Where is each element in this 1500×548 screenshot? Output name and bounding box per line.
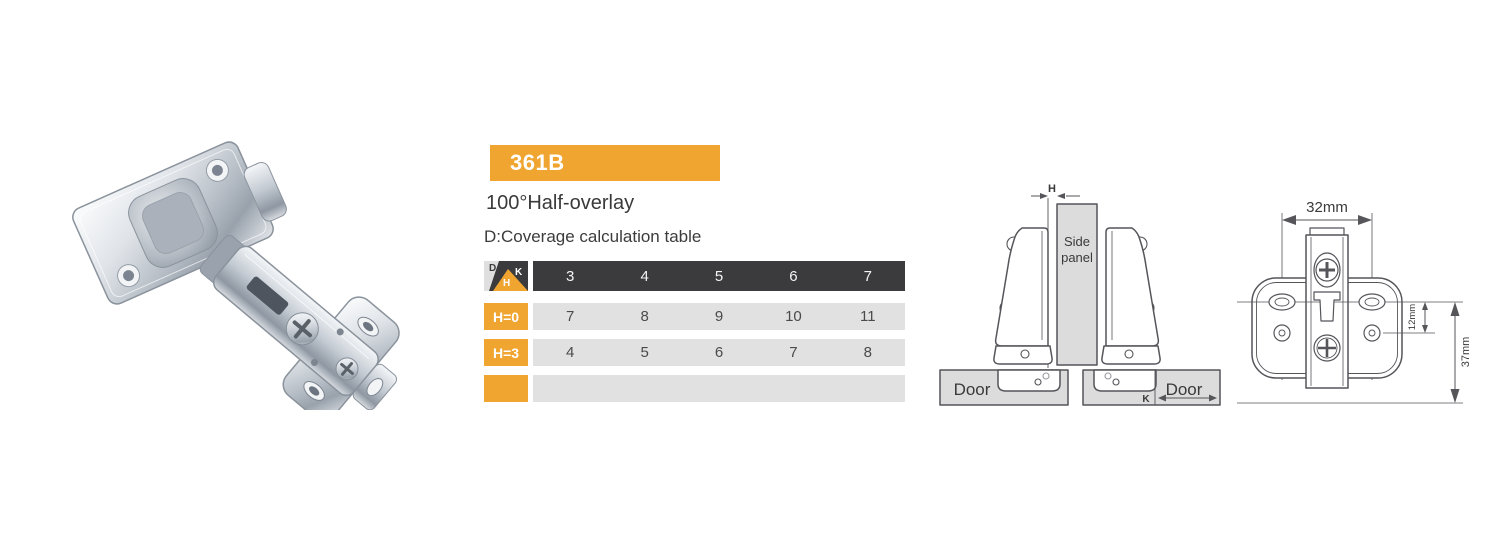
table-row: H=0 7 8 9 10 11 [484, 303, 905, 330]
k-dimension: K [1142, 370, 1217, 405]
product-angle-type: 100°Half-overlay [486, 192, 635, 214]
product-code-banner: 361B [490, 145, 720, 181]
table-cell: 6 [714, 344, 724, 361]
hinge-cup-plate [72, 141, 287, 305]
h-dimension-label: H [1048, 183, 1056, 195]
table-cell: 10 [785, 308, 802, 325]
row-label-empty [484, 375, 528, 402]
hole-offset-dimension: 12mm [1383, 302, 1435, 334]
coverage-table: D K H 3 4 5 6 7 H=0 7 8 9 10 11 H=3 [484, 261, 905, 411]
side-panel-label-line1: Side [1064, 234, 1090, 249]
table-row [484, 375, 905, 402]
t-slot [1313, 291, 1341, 322]
table-row: H=3 4 5 6 7 8 [484, 339, 905, 366]
width-dimension-label: 32mm [1306, 199, 1348, 216]
coverage-table-column-headers: 3 4 5 6 7 [533, 261, 905, 291]
table-cell: 7 [789, 344, 798, 361]
corner-label-h: H [503, 278, 511, 289]
table-cell [607, 375, 681, 402]
k-dimension-label: K [1142, 394, 1150, 405]
side-panel-label-line2: panel [1061, 250, 1093, 265]
hinge-left [993, 227, 1061, 392]
hole-offset-label: 12mm [1407, 304, 1418, 330]
hinge-arm [199, 234, 400, 410]
corner-label-k: K [515, 267, 523, 278]
table-cell: 7 [566, 308, 575, 325]
dowel-hole-right [1363, 324, 1381, 342]
column-header: 7 [863, 267, 872, 285]
table-cell: 8 [863, 344, 872, 361]
row-label-h0: H=0 [484, 303, 528, 330]
column-header: 3 [566, 267, 575, 285]
hinge-product-photo [72, 141, 400, 410]
h-dimension: H [1031, 183, 1080, 199]
door-right-label: Door [1166, 380, 1203, 399]
corner-label-d: D [489, 263, 497, 274]
coverage-table-title: D:Coverage calculation table [484, 227, 702, 246]
table-cell: 11 [860, 308, 876, 325]
table-cell [831, 375, 905, 402]
column-header: 6 [789, 267, 798, 285]
table-cell: 9 [714, 308, 724, 325]
side-panel [1056, 203, 1098, 366]
corner-cell-triangles [484, 261, 528, 291]
oblong-slot-right [1358, 293, 1386, 311]
column-header: 5 [714, 267, 724, 285]
table-cell [533, 375, 607, 402]
dowel-hole-left [1273, 324, 1291, 342]
table-cell: 8 [640, 308, 649, 325]
coverage-table-corner-cell: D K H [484, 261, 528, 291]
row-label-h3: H=3 [484, 339, 528, 366]
table-cell [756, 375, 830, 402]
top-screw [1313, 252, 1341, 288]
hinge-right [1093, 227, 1161, 392]
coverage-table-header-row: D K H 3 4 5 6 7 [484, 261, 905, 291]
bottom-screw [1313, 334, 1341, 362]
table-cell: 5 [640, 344, 649, 361]
width-dimension: 32mm [1282, 199, 1372, 225]
table-cell [682, 375, 756, 402]
door-left-label: Door [954, 380, 991, 399]
table-cell: 4 [566, 344, 575, 361]
mounting-plate-diagram: 32mm [1237, 199, 1472, 404]
installation-diagram: Side panel H Door Door [939, 183, 1221, 406]
oblong-slot-left [1268, 293, 1296, 311]
column-header: 4 [640, 267, 649, 285]
height-dimension-label: 37mm [1460, 337, 1472, 368]
height-dimension: 37mm [1450, 302, 1472, 403]
